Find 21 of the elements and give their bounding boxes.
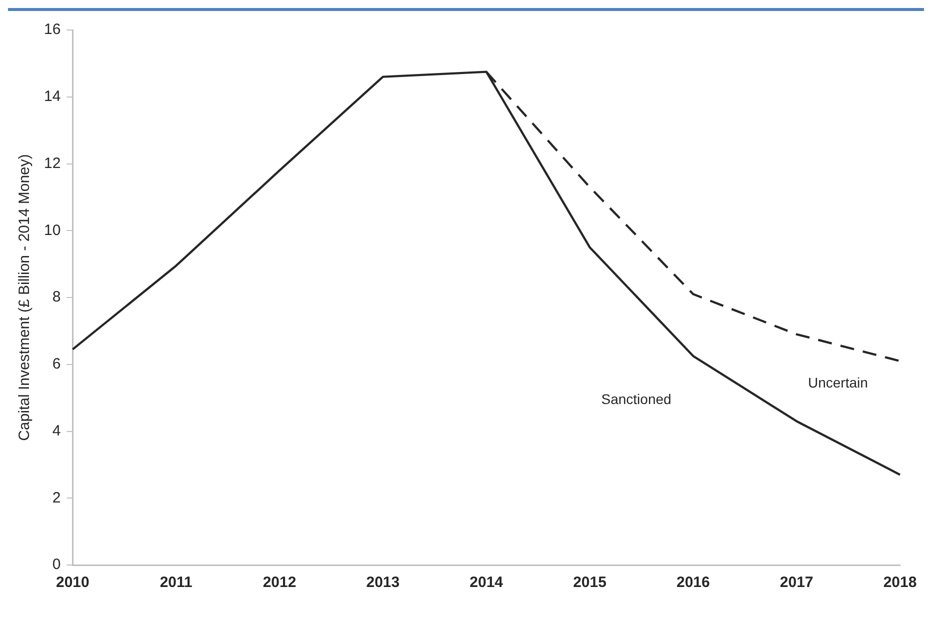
x-tick-label: 2014: [470, 574, 504, 592]
x-tick-label: 2017: [780, 574, 814, 592]
y-tick-label: 12: [44, 154, 61, 172]
y-tick-label: 14: [44, 88, 61, 106]
y-tick-label: 4: [52, 422, 61, 440]
y-tick-label: 10: [44, 222, 61, 239]
series-label: Uncertain: [808, 374, 868, 390]
x-tick-label: 2015: [573, 574, 606, 592]
y-tick-label: 8: [52, 288, 61, 306]
x-tick-label: 2013: [366, 574, 400, 592]
x-tick-label: 2018: [883, 574, 917, 592]
x-tick-label: 2011: [160, 574, 192, 592]
y-tick-label: 2: [52, 489, 61, 506]
x-tick-label: 2016: [676, 574, 710, 592]
x-tick-label: 2010: [56, 574, 90, 592]
y-tick-label: 6: [52, 356, 61, 373]
text: Sanctioned: [601, 390, 672, 407]
y-tick-label: 0: [52, 556, 61, 574]
y-axis-title: Capital Investment (£ Billion - 2014 Money): [16, 154, 34, 441]
x-tick-label: 2012: [262, 574, 296, 592]
y-tick-label: 16: [44, 21, 61, 38]
